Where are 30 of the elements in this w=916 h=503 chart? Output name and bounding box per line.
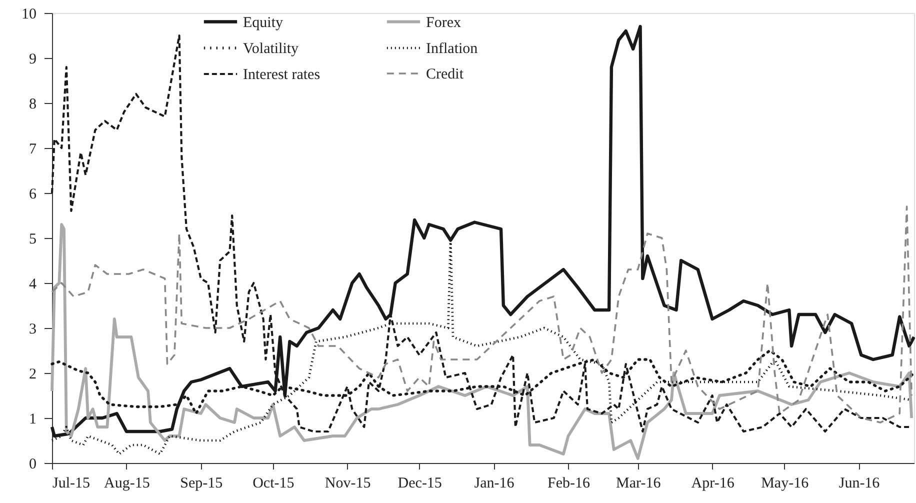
x-tick-label: May-16 (761, 476, 810, 492)
y-tick-label: 1 (29, 412, 36, 428)
line-series (51, 206, 912, 424)
x-tick-label: Feb-16 (547, 476, 590, 492)
x-tick-label: Nov-15 (324, 476, 371, 492)
x-tick-label: Oct-15 (252, 476, 294, 492)
x-tick-label: Jun-16 (838, 476, 880, 492)
legend-label: Volatility (243, 41, 300, 57)
y-tick-label: 9 (29, 52, 36, 68)
y-tick-label: 7 (29, 142, 37, 158)
legend-label: Interest rates (243, 67, 320, 83)
x-tick-label: Jan-16 (474, 476, 515, 492)
x-tick-label: Aug-15 (104, 476, 150, 492)
y-tick-label: 10 (22, 6, 36, 22)
x-tick-label: Jul-15 (52, 476, 90, 492)
x-tick-label: Apr-16 (691, 476, 735, 492)
legend-label: Inflation (426, 41, 478, 57)
legend-label: Credit (426, 66, 464, 82)
x-tick-label: Dec-15 (398, 476, 442, 492)
y-tick-label: 8 (29, 96, 36, 112)
y-tick-label: 6 (29, 186, 37, 202)
y-tick-label: 5 (29, 232, 36, 248)
legend-label: Forex (426, 14, 462, 31)
x-tick-label: Sep-15 (180, 476, 223, 492)
y-tick-label: 0 (29, 456, 36, 472)
x-tick-label: Mar-16 (616, 476, 662, 492)
y-tick-label: 4 (29, 276, 37, 292)
y-tick-label: 2 (29, 366, 36, 382)
y-tick-label: 3 (29, 322, 36, 338)
legend-label: Equity (243, 14, 284, 31)
